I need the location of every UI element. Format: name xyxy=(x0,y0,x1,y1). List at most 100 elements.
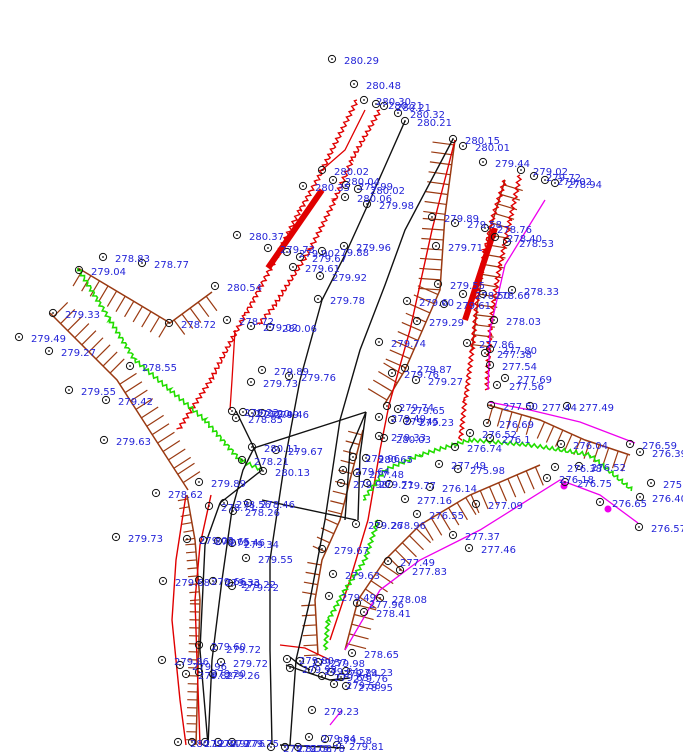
survey-point xyxy=(540,175,550,185)
slope-tick xyxy=(488,486,498,506)
survey-point xyxy=(560,477,570,487)
survey-point xyxy=(525,401,535,411)
slope-tick xyxy=(135,398,154,410)
elevation-label: 279.74 xyxy=(399,403,434,414)
elevation-label: 278.08 xyxy=(392,595,427,606)
survey-point xyxy=(157,655,167,665)
survey-point xyxy=(425,482,435,492)
elevation-label: 278.50 xyxy=(475,291,510,302)
elevation-label: 279.66 xyxy=(211,577,246,588)
survey-point xyxy=(347,648,357,658)
elevation-label: 280.02 xyxy=(370,186,405,197)
survey-point xyxy=(258,466,268,476)
survey-point xyxy=(341,681,351,691)
elevation-label: 279.49 xyxy=(264,410,299,421)
survey-point xyxy=(295,656,305,666)
elevation-label: 276.39 xyxy=(652,449,683,460)
elevation-label: 279.98 xyxy=(330,659,365,670)
slope-tick xyxy=(102,351,118,367)
elevation-label: 279.86 xyxy=(174,657,209,668)
slope-tick xyxy=(303,581,318,586)
survey-point xyxy=(111,532,121,542)
survey-point xyxy=(529,171,539,181)
slope-tick xyxy=(367,388,388,401)
elevation-label: 277.50 xyxy=(503,402,538,413)
survey-point xyxy=(359,607,369,617)
slope-tick xyxy=(422,227,445,231)
slope-tick xyxy=(186,559,197,562)
survey-point xyxy=(246,377,256,387)
survey-point xyxy=(542,473,552,483)
elevation-label: 279.55 xyxy=(81,387,116,398)
survey-point xyxy=(257,408,267,418)
survey-point xyxy=(282,654,292,664)
survey-point xyxy=(480,223,490,233)
slope-tick xyxy=(115,295,126,312)
survey-point xyxy=(478,157,488,167)
elevation-label: 280.06 xyxy=(282,324,317,335)
slope-tick xyxy=(425,191,448,196)
survey-point xyxy=(450,442,460,452)
elevation-label: 280.02 xyxy=(334,167,369,178)
elevation-label: 279.61 xyxy=(456,301,491,312)
survey-point xyxy=(635,492,645,502)
slope-tick xyxy=(431,151,454,156)
elevation-label: 280.12 xyxy=(190,739,225,750)
elevation-label: 277.54 xyxy=(502,362,537,373)
slope-tick xyxy=(506,411,513,430)
elevation-label: 279.96 xyxy=(365,454,400,465)
elevation-label: 279.45 xyxy=(404,417,439,428)
slope-tick xyxy=(327,509,342,515)
survey-point xyxy=(247,442,257,452)
survey-point xyxy=(125,361,135,371)
slope-tick xyxy=(173,456,192,469)
survey-point xyxy=(550,462,560,472)
slope-tick xyxy=(409,303,431,314)
survey-point xyxy=(326,667,336,677)
elevation-label: 279.63 xyxy=(334,673,369,684)
slope-tick xyxy=(417,285,439,296)
elevation-label: 279.23 xyxy=(324,707,359,718)
elevation-label: 277.37 xyxy=(465,532,500,543)
slope-tick xyxy=(348,430,362,436)
elevation-label: 277.44 xyxy=(542,403,577,414)
survey-point xyxy=(307,665,317,675)
red-edge-line xyxy=(171,494,187,746)
survey-point xyxy=(379,101,389,111)
elevation-label: 279.67 xyxy=(288,447,323,458)
slope-tick xyxy=(500,193,521,201)
survey-point xyxy=(271,445,281,455)
slope-tick xyxy=(456,502,468,521)
survey-point xyxy=(595,497,605,507)
slope-tick xyxy=(307,561,322,566)
slope-tick xyxy=(346,642,367,650)
wavy-breakline xyxy=(457,179,507,441)
elevation-label: 278.71 xyxy=(221,503,256,514)
survey-point xyxy=(332,740,342,750)
slope-tick xyxy=(420,247,443,251)
survey-point xyxy=(387,368,397,378)
slope-tick xyxy=(141,311,152,328)
heavy-breakline xyxy=(462,227,498,321)
elevation-label: 276.65 xyxy=(612,499,647,510)
slope-tick xyxy=(507,478,517,498)
elevation-label: 279.98 xyxy=(353,480,388,491)
survey-point xyxy=(222,315,232,325)
elevation-label: 275.87 xyxy=(663,480,683,491)
elevation-label: 279.55 xyxy=(450,281,485,292)
elevation-label: 278.56 xyxy=(236,500,271,511)
slope-tick xyxy=(378,371,398,384)
survey-point xyxy=(194,477,204,487)
survey-point xyxy=(448,530,458,540)
slope-tick xyxy=(109,358,125,374)
elevation-label: 277.09 xyxy=(488,501,523,512)
survey-point xyxy=(241,553,251,563)
slope-tick xyxy=(337,469,352,475)
survey-point xyxy=(181,669,191,679)
slope-tick xyxy=(448,507,460,526)
slope-tick xyxy=(324,518,339,526)
survey-point xyxy=(439,299,449,309)
survey-point xyxy=(393,108,403,118)
elevation-label: 279.60 xyxy=(419,298,454,309)
survey-point xyxy=(353,184,363,194)
